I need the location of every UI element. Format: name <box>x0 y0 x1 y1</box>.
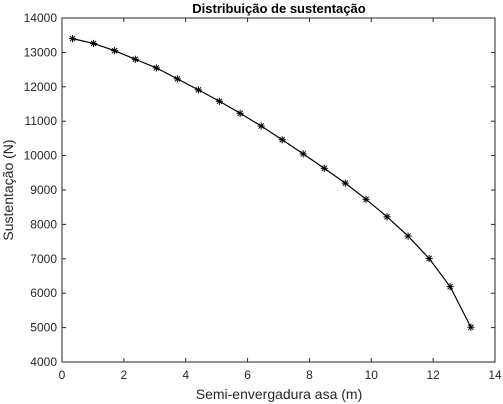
data-point <box>426 255 433 262</box>
data-point <box>132 56 139 63</box>
y-tick-label: 6000 <box>30 286 57 300</box>
data-point <box>404 233 411 240</box>
data-point <box>383 213 390 220</box>
x-tick-label: 14 <box>488 368 502 382</box>
y-tick-label: 5000 <box>30 321 57 335</box>
x-tick-label: 2 <box>121 368 128 382</box>
x-tick-label: 10 <box>365 368 379 382</box>
data-point <box>174 75 181 82</box>
series-line <box>73 39 471 328</box>
data-point <box>195 86 202 93</box>
y-tick-label: 12000 <box>24 80 58 94</box>
data-point <box>258 122 265 129</box>
y-tick-label: 13000 <box>24 45 58 59</box>
data-point <box>279 136 286 143</box>
axes-box <box>62 18 495 362</box>
x-tick-label: 6 <box>244 368 251 382</box>
y-axis-label: Sustentação (N) <box>0 139 16 240</box>
x-tick-label: 12 <box>426 368 440 382</box>
y-tick-label: 4000 <box>30 355 57 369</box>
data-point <box>153 64 160 71</box>
y-tick-label: 10000 <box>24 149 58 163</box>
x-axis-label: Semi-envergadura asa (m) <box>196 386 363 402</box>
data-point <box>321 165 328 172</box>
data-point <box>342 180 349 187</box>
axes: 0 2 4 6 8 10 12 14 4000 5000 6000 7000 8000 9000 10000… <box>24 11 502 382</box>
data-point <box>362 196 369 203</box>
y-tick-label: 14000 <box>24 11 58 25</box>
data-point <box>237 110 244 117</box>
data-point <box>69 35 76 42</box>
chart-title: Distribuição de sustentação <box>192 1 365 16</box>
plot-area <box>69 35 475 331</box>
y-tick-label: 9000 <box>30 183 57 197</box>
data-point <box>467 324 474 331</box>
data-point <box>216 98 223 105</box>
y-tick-label: 7000 <box>30 252 57 266</box>
x-tick-label: 8 <box>306 368 313 382</box>
x-tick-label: 0 <box>59 368 66 382</box>
y-tick-label: 8000 <box>30 217 57 231</box>
data-point <box>447 283 454 290</box>
data-point <box>300 150 307 157</box>
y-tick-label: 11000 <box>25 114 58 128</box>
data-point <box>90 40 97 47</box>
x-tick-label: 4 <box>182 368 189 382</box>
data-point <box>111 47 118 54</box>
